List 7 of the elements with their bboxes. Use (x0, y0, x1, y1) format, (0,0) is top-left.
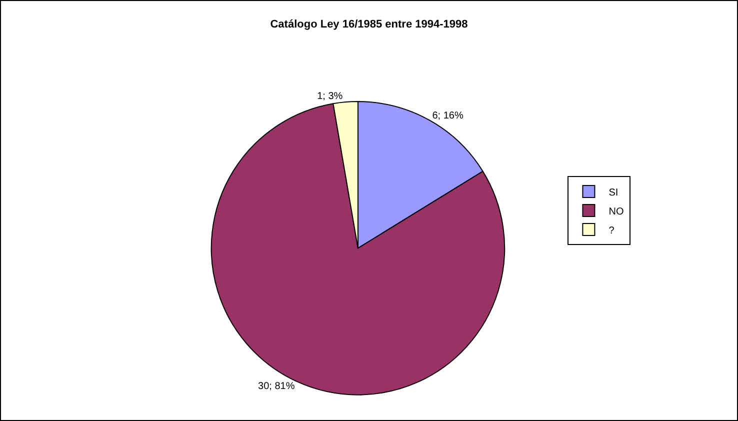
data-label: 30; 81% (258, 380, 295, 392)
data-label: 6; 16% (432, 110, 464, 122)
legend-label: NO (608, 206, 624, 218)
legend-label: SI (608, 187, 618, 198)
legend-label: ? (608, 225, 615, 236)
data-label: 1; 3% (317, 91, 343, 102)
chart-title: Catálogo Ley 16/1985 entre 1994-1998 (270, 18, 468, 31)
